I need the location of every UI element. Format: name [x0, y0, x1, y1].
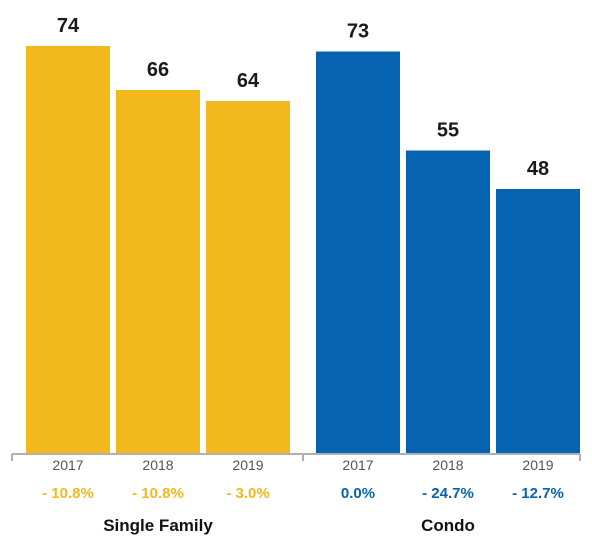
data-label: 64	[237, 70, 260, 92]
change-label: - 10.8%	[42, 485, 94, 502]
bar-condo-2018	[406, 150, 490, 453]
change-label: - 12.7%	[512, 485, 564, 502]
data-label: 48	[527, 158, 549, 180]
change-label: - 3.0%	[226, 485, 269, 502]
x-tick-label: 2017	[52, 457, 83, 473]
bar-single-family-2019	[206, 101, 290, 453]
bar-condo-2019	[496, 189, 580, 453]
change-label: - 24.7%	[422, 485, 474, 502]
bar-single-family-2017	[26, 46, 110, 453]
data-label: 74	[57, 15, 80, 37]
change-label: 0.0%	[341, 485, 375, 502]
x-tick-label: 2018	[142, 457, 173, 473]
bar-single-family-2018	[116, 90, 200, 453]
x-tick-label: 2019	[522, 457, 553, 473]
x-tick-label: 2018	[432, 457, 463, 473]
group-label: Single Family	[103, 516, 213, 535]
data-label: 66	[147, 59, 169, 81]
x-tick-label: 2017	[342, 457, 373, 473]
x-tick-label: 2019	[232, 457, 263, 473]
data-label: 73	[347, 21, 369, 43]
change-label: - 10.8%	[132, 485, 184, 502]
bar-condo-2017	[316, 51, 400, 453]
data-label: 55	[437, 120, 459, 142]
group-label: Condo	[421, 516, 475, 535]
